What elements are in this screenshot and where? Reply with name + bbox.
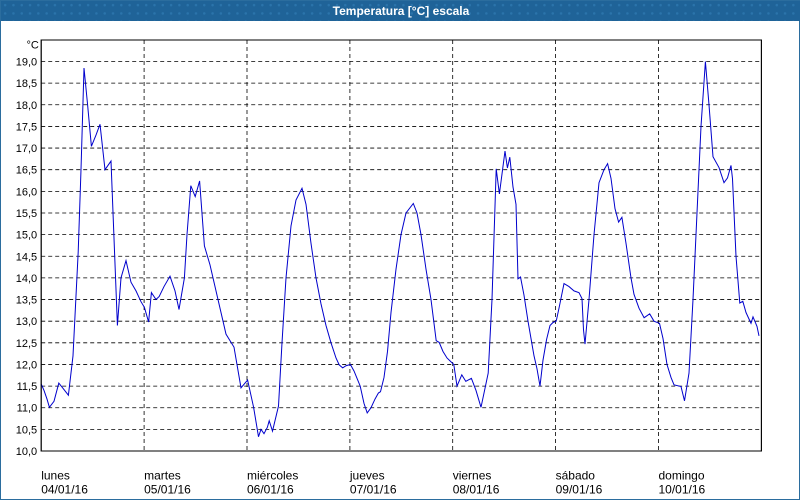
svg-text:17,5: 17,5 bbox=[16, 121, 37, 133]
svg-text:10,5: 10,5 bbox=[16, 424, 37, 436]
svg-text:martes: martes bbox=[144, 469, 181, 483]
svg-text:16,5: 16,5 bbox=[16, 165, 37, 177]
svg-text:lunes: lunes bbox=[41, 469, 70, 483]
svg-text:12,5: 12,5 bbox=[16, 338, 37, 350]
svg-text:13,5: 13,5 bbox=[16, 295, 37, 307]
svg-text:09/01/16: 09/01/16 bbox=[556, 483, 603, 497]
svg-text:13,0: 13,0 bbox=[16, 316, 37, 328]
svg-text:11,0: 11,0 bbox=[17, 403, 38, 415]
svg-text:domingo: domingo bbox=[659, 469, 705, 483]
svg-text:15,5: 15,5 bbox=[16, 208, 37, 220]
svg-text:08/01/16: 08/01/16 bbox=[453, 483, 500, 497]
svg-text:10,0: 10,0 bbox=[16, 446, 37, 458]
svg-text:viernes: viernes bbox=[453, 469, 492, 483]
svg-text:jueves: jueves bbox=[349, 469, 385, 483]
svg-text:17,0: 17,0 bbox=[16, 143, 37, 155]
svg-text:18,0: 18,0 bbox=[16, 100, 37, 112]
svg-text:07/01/16: 07/01/16 bbox=[350, 483, 397, 497]
svg-text:04/01/16: 04/01/16 bbox=[41, 483, 88, 497]
svg-text:05/01/16: 05/01/16 bbox=[144, 483, 191, 497]
svg-text:06/01/16: 06/01/16 bbox=[247, 483, 294, 497]
svg-text:16,0: 16,0 bbox=[16, 186, 37, 198]
svg-text:10/01/16: 10/01/16 bbox=[659, 483, 706, 497]
svg-text:14,5: 14,5 bbox=[16, 251, 37, 263]
svg-text:11,5: 11,5 bbox=[17, 381, 38, 393]
svg-text:miércoles: miércoles bbox=[247, 469, 298, 483]
svg-text:sábado: sábado bbox=[556, 469, 596, 483]
svg-text:12,0: 12,0 bbox=[16, 359, 37, 371]
svg-text:°C: °C bbox=[27, 40, 39, 52]
svg-text:18,5: 18,5 bbox=[16, 78, 37, 90]
svg-text:19,0: 19,0 bbox=[16, 57, 37, 69]
svg-text:14,0: 14,0 bbox=[16, 273, 37, 285]
svg-text:15,0: 15,0 bbox=[16, 230, 37, 242]
